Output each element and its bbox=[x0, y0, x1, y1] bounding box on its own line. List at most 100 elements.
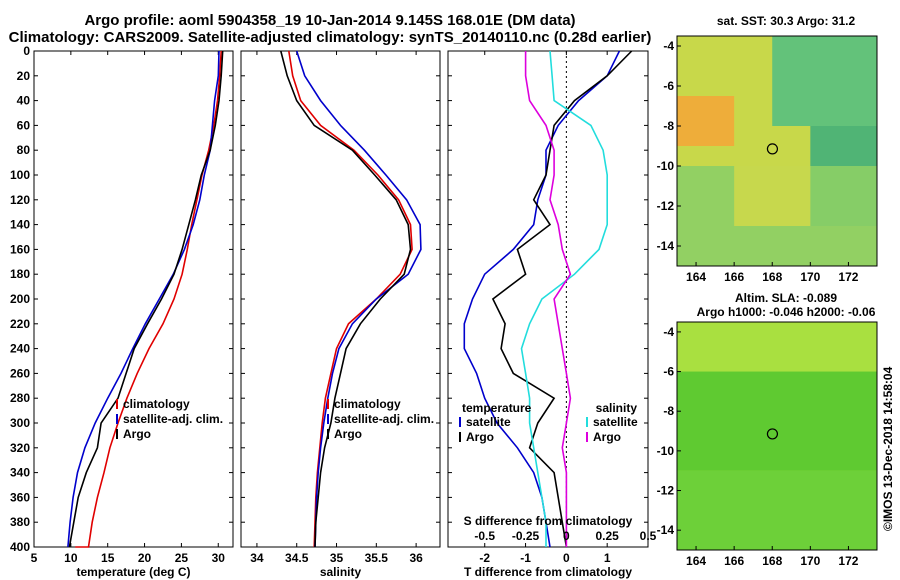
x-tick-label: 30 bbox=[212, 551, 226, 565]
panel-frame-1 bbox=[33, 50, 234, 548]
x-tick-label: 25 bbox=[175, 551, 189, 565]
y-tick-label: 300 bbox=[10, 416, 30, 430]
x-tick-label: -1 bbox=[520, 551, 531, 565]
y-tick-label: 40 bbox=[17, 94, 31, 108]
map-x-tick-label: 166 bbox=[724, 554, 744, 568]
legend-label: climatology bbox=[334, 397, 401, 411]
y-tick-label: 220 bbox=[10, 317, 30, 331]
y-tick-label: 260 bbox=[10, 366, 30, 380]
legend-label: Argo bbox=[466, 430, 494, 444]
y-tick-label: 80 bbox=[17, 143, 31, 157]
map-frame bbox=[676, 321, 878, 551]
y-tick-label: 0 bbox=[23, 44, 30, 58]
argo-position-marker bbox=[766, 428, 779, 440]
x-tick-label: 1 bbox=[604, 551, 611, 565]
series-satellite-adj-clim- bbox=[295, 50, 422, 548]
x-tick-label: 15 bbox=[101, 551, 115, 565]
series-temperature-satellite bbox=[463, 50, 621, 548]
sla-map-title-line1: Altim. SLA: -0.089 bbox=[734, 291, 838, 305]
sla-map-title-line2: Argo h1000: -0.046 h2000: -0.06 bbox=[696, 305, 876, 319]
map-x-tick-label: 168 bbox=[762, 270, 782, 284]
map-x-tick-label: 164 bbox=[686, 270, 706, 284]
x-tick-label: 34 bbox=[250, 551, 264, 565]
series-salinity-argo bbox=[524, 51, 572, 547]
y-tick-label: 120 bbox=[10, 193, 30, 207]
legend-label: satellite bbox=[466, 415, 511, 429]
legend-title-salinity: salinity bbox=[596, 401, 638, 415]
y-tick-label: 180 bbox=[10, 267, 30, 281]
panel-frame-3 bbox=[447, 50, 649, 548]
x-tick-label: 34.5 bbox=[285, 551, 309, 565]
top-x-tick-label: 0 bbox=[563, 529, 570, 543]
y-tick-label: 200 bbox=[10, 292, 30, 306]
argo-position-marker bbox=[766, 143, 779, 155]
map-y-tick-label: -14 bbox=[657, 523, 675, 537]
map-y-tick-label: -12 bbox=[657, 484, 675, 498]
figure-title-line1: Argo profile: aoml 5904358_19 10-Jan-201… bbox=[84, 12, 576, 29]
map-y-tick-label: -4 bbox=[663, 325, 674, 339]
top-x-tick-label: -0.5 bbox=[474, 529, 495, 543]
top-x-tick-label: -0.25 bbox=[512, 529, 540, 543]
map-sla bbox=[676, 321, 878, 551]
map-region bbox=[677, 96, 735, 146]
y-tick-label: 320 bbox=[10, 441, 30, 455]
legend-label: Argo bbox=[123, 427, 151, 441]
y-tick-label: 280 bbox=[10, 391, 30, 405]
map-x-tick-label: 172 bbox=[838, 270, 858, 284]
figure-title-line2: Climatology: CARS2009. Satellite-adjuste… bbox=[8, 29, 652, 46]
legend-label: satellite-adj. clim. bbox=[123, 412, 223, 426]
y-tick-label: 20 bbox=[17, 69, 31, 83]
y-tick-label: 360 bbox=[10, 490, 30, 504]
map-y-tick-label: -6 bbox=[663, 79, 674, 93]
y-tick-label: 380 bbox=[10, 515, 30, 529]
map-y-tick-label: -14 bbox=[657, 239, 675, 253]
x-axis-label: T difference from climatology bbox=[464, 565, 632, 579]
x-tick-label: 20 bbox=[138, 551, 152, 565]
map-x-tick-label: 170 bbox=[800, 270, 820, 284]
legend-label: climatology bbox=[123, 397, 190, 411]
map-x-tick-label: 170 bbox=[800, 554, 820, 568]
map-y-tick-label: -8 bbox=[663, 119, 674, 133]
map-x-tick-label: 164 bbox=[686, 554, 706, 568]
top-x-tick-label: 0.5 bbox=[640, 529, 657, 543]
map-sst bbox=[676, 35, 878, 267]
map-y-tick-label: -12 bbox=[657, 199, 675, 213]
profile-panel-1 bbox=[33, 50, 234, 548]
y-tick-label: 100 bbox=[10, 168, 30, 182]
y-tick-label: 60 bbox=[17, 118, 31, 132]
profile-panel-2 bbox=[240, 50, 441, 548]
y-tick-label: 240 bbox=[10, 342, 30, 356]
map-frame bbox=[676, 35, 878, 267]
map-x-tick-label: 172 bbox=[838, 554, 858, 568]
series-satellite-adj-clim- bbox=[67, 50, 220, 548]
x-tick-label: -2 bbox=[479, 551, 490, 565]
series-argo bbox=[280, 50, 412, 548]
legend-title-temperature: temperature bbox=[462, 401, 532, 415]
map-region bbox=[677, 322, 877, 372]
x-tick-label: 35 bbox=[330, 551, 344, 565]
map-y-tick-label: -6 bbox=[663, 365, 674, 379]
y-tick-label: 400 bbox=[10, 540, 30, 554]
legend-label: Argo bbox=[593, 430, 621, 444]
series-temperature-argo bbox=[491, 50, 633, 548]
top-x-tick-label: 0.25 bbox=[596, 529, 620, 543]
map-region bbox=[734, 166, 811, 226]
sst-map-title: sat. SST: 30.3 Argo: 31.2 bbox=[716, 14, 856, 28]
map-y-tick-label: -10 bbox=[657, 159, 675, 173]
map-y-tick-label: -4 bbox=[663, 39, 674, 53]
map-x-tick-label: 168 bbox=[762, 554, 782, 568]
series-argo bbox=[68, 50, 224, 548]
x-axis-label: temperature (deg C) bbox=[76, 565, 190, 579]
profile-panel-3 bbox=[447, 50, 649, 548]
legend-label: Argo bbox=[334, 427, 362, 441]
map-x-tick-label: 166 bbox=[724, 270, 744, 284]
legend-label: satellite bbox=[593, 415, 638, 429]
x-tick-label: 36 bbox=[409, 551, 423, 565]
x-tick-label: 35.5 bbox=[365, 551, 389, 565]
y-tick-label: 340 bbox=[10, 466, 30, 480]
y-tick-label: 160 bbox=[10, 242, 30, 256]
x-tick-label: 10 bbox=[64, 551, 78, 565]
map-region bbox=[772, 36, 877, 126]
map-region bbox=[677, 371, 877, 471]
